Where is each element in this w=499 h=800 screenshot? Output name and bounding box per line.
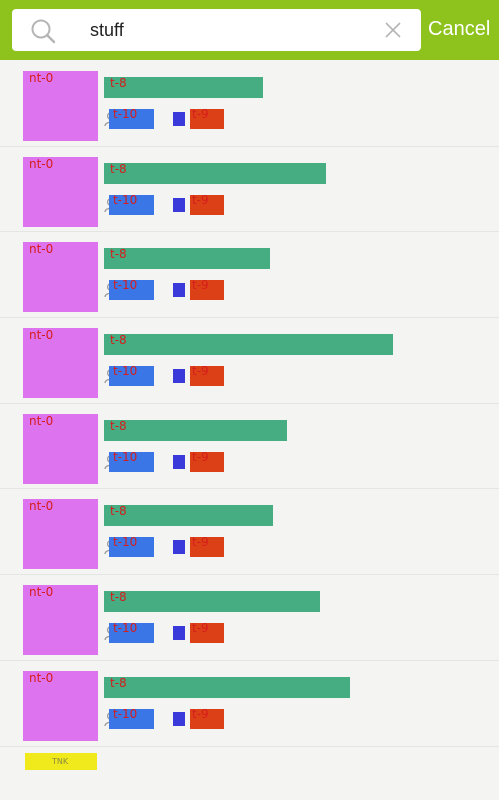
result-title-text: t-8 bbox=[110, 675, 127, 690]
result-thumbnail-label: nt-0 bbox=[29, 156, 54, 171]
result-thumbnail: nt-0 bbox=[23, 242, 98, 313]
result-meta-primary-text: t-10 bbox=[113, 706, 138, 721]
result-thumbnail-label: nt-0 bbox=[29, 499, 54, 514]
result-meta-marker bbox=[173, 369, 185, 384]
result-meta-primary: t-10 bbox=[109, 107, 154, 129]
result-thumbnail-label: nt-0 bbox=[29, 670, 54, 685]
top-bar: Cancel bbox=[0, 0, 499, 60]
result-meta-marker bbox=[173, 197, 185, 212]
close-icon[interactable] bbox=[384, 21, 402, 39]
result-meta-primary: t-10 bbox=[109, 535, 154, 558]
result-meta-secondary: t-9 bbox=[190, 278, 224, 301]
result-meta-secondary-text: t-9 bbox=[192, 192, 209, 207]
result-meta-secondary-text: t-9 bbox=[192, 278, 209, 293]
result-title-text: t-8 bbox=[110, 76, 127, 90]
footer-logo: TNK bbox=[25, 753, 97, 770]
result-meta-primary-text: t-10 bbox=[113, 192, 138, 207]
result-title: t-8 bbox=[104, 76, 263, 98]
result-meta-secondary: t-9 bbox=[190, 107, 224, 129]
result-list: nt-0 t-8 t-10 t-9 nt-0 t-8 bbox=[0, 61, 499, 747]
result-title: t-8 bbox=[104, 418, 287, 441]
result-meta-secondary: t-9 bbox=[190, 192, 224, 215]
result-title-text: t-8 bbox=[110, 418, 127, 433]
result-meta-marker bbox=[173, 112, 185, 126]
result-meta-secondary: t-9 bbox=[190, 449, 224, 472]
result-title-text: t-8 bbox=[110, 247, 127, 262]
result-row[interactable]: nt-0 t-8 t-10 t-9 bbox=[0, 575, 499, 661]
result-meta-secondary: t-9 bbox=[190, 364, 224, 387]
result-row[interactable]: nt-0 t-8 t-10 t-9 bbox=[0, 318, 499, 404]
result-row[interactable]: nt-0 t-8 t-10 t-9 bbox=[0, 489, 499, 576]
result-meta-secondary-text: t-9 bbox=[192, 535, 209, 550]
result-thumbnail: nt-0 bbox=[23, 328, 98, 399]
result-meta-marker bbox=[173, 283, 185, 298]
result-thumbnail: nt-0 bbox=[23, 585, 98, 656]
result-thumbnail-label: nt-0 bbox=[29, 242, 54, 257]
result-thumbnail-label: nt-0 bbox=[29, 328, 54, 343]
result-meta-primary-text: t-10 bbox=[113, 621, 138, 636]
result-meta-primary: t-10 bbox=[109, 621, 154, 644]
result-meta-marker bbox=[173, 454, 185, 469]
result-meta-primary: t-10 bbox=[109, 192, 154, 215]
result-title: t-8 bbox=[104, 333, 393, 356]
result-meta-primary-text: t-10 bbox=[113, 449, 138, 464]
result-thumbnail-label: nt-0 bbox=[29, 71, 54, 85]
result-title-text: t-8 bbox=[110, 333, 127, 348]
footer-logo-text: TNK bbox=[52, 757, 69, 766]
result-title: t-8 bbox=[104, 247, 270, 270]
result-meta-secondary: t-9 bbox=[190, 621, 224, 644]
search-box[interactable] bbox=[12, 9, 421, 51]
result-meta-marker bbox=[173, 711, 185, 726]
result-row[interactable]: nt-0 t-8 t-10 t-9 bbox=[0, 404, 499, 490]
result-meta-marker bbox=[173, 626, 185, 641]
result-thumbnail: nt-0 bbox=[23, 499, 98, 570]
result-meta-secondary: t-9 bbox=[190, 535, 224, 558]
result-thumbnail-label: nt-0 bbox=[29, 585, 54, 600]
result-thumbnail: nt-0 bbox=[23, 670, 98, 741]
result-meta-secondary-text: t-9 bbox=[192, 706, 209, 721]
result-title: t-8 bbox=[104, 161, 326, 184]
result-meta-secondary: t-9 bbox=[190, 706, 224, 729]
result-row[interactable]: nt-0 t-8 t-10 t-9 bbox=[0, 61, 499, 147]
result-meta-primary-text: t-10 bbox=[113, 107, 138, 121]
result-meta-primary: t-10 bbox=[109, 449, 154, 472]
result-thumbnail: nt-0 bbox=[23, 413, 98, 484]
result-meta-marker bbox=[173, 540, 185, 555]
cancel-button[interactable]: Cancel bbox=[428, 18, 491, 40]
result-title: t-8 bbox=[104, 504, 273, 527]
result-meta-primary: t-10 bbox=[109, 706, 154, 729]
search-input[interactable] bbox=[78, 9, 378, 51]
search-icon bbox=[31, 19, 56, 44]
result-meta-primary-text: t-10 bbox=[113, 364, 138, 379]
result-row[interactable]: nt-0 t-8 t-10 t-9 bbox=[0, 147, 499, 233]
result-thumbnail: nt-0 bbox=[23, 156, 98, 227]
result-title-text: t-8 bbox=[110, 590, 127, 605]
result-meta-primary: t-10 bbox=[109, 364, 154, 387]
result-meta-secondary-text: t-9 bbox=[192, 364, 209, 379]
result-title-text: t-8 bbox=[110, 161, 127, 176]
result-thumbnail-label: nt-0 bbox=[29, 413, 54, 428]
result-meta-primary-text: t-10 bbox=[113, 278, 138, 293]
result-title: t-8 bbox=[104, 675, 350, 698]
result-row[interactable]: nt-0 t-8 t-10 t-9 bbox=[0, 661, 499, 747]
result-row[interactable]: nt-0 t-8 t-10 t-9 bbox=[0, 232, 499, 319]
result-meta-primary-text: t-10 bbox=[113, 535, 138, 550]
result-thumbnail: nt-0 bbox=[23, 71, 98, 141]
result-meta-secondary-text: t-9 bbox=[192, 449, 209, 464]
result-meta-secondary-text: t-9 bbox=[192, 107, 209, 121]
result-title-text: t-8 bbox=[110, 504, 127, 519]
result-meta-primary: t-10 bbox=[109, 278, 154, 301]
result-title: t-8 bbox=[104, 590, 320, 613]
result-meta-secondary-text: t-9 bbox=[192, 621, 209, 636]
